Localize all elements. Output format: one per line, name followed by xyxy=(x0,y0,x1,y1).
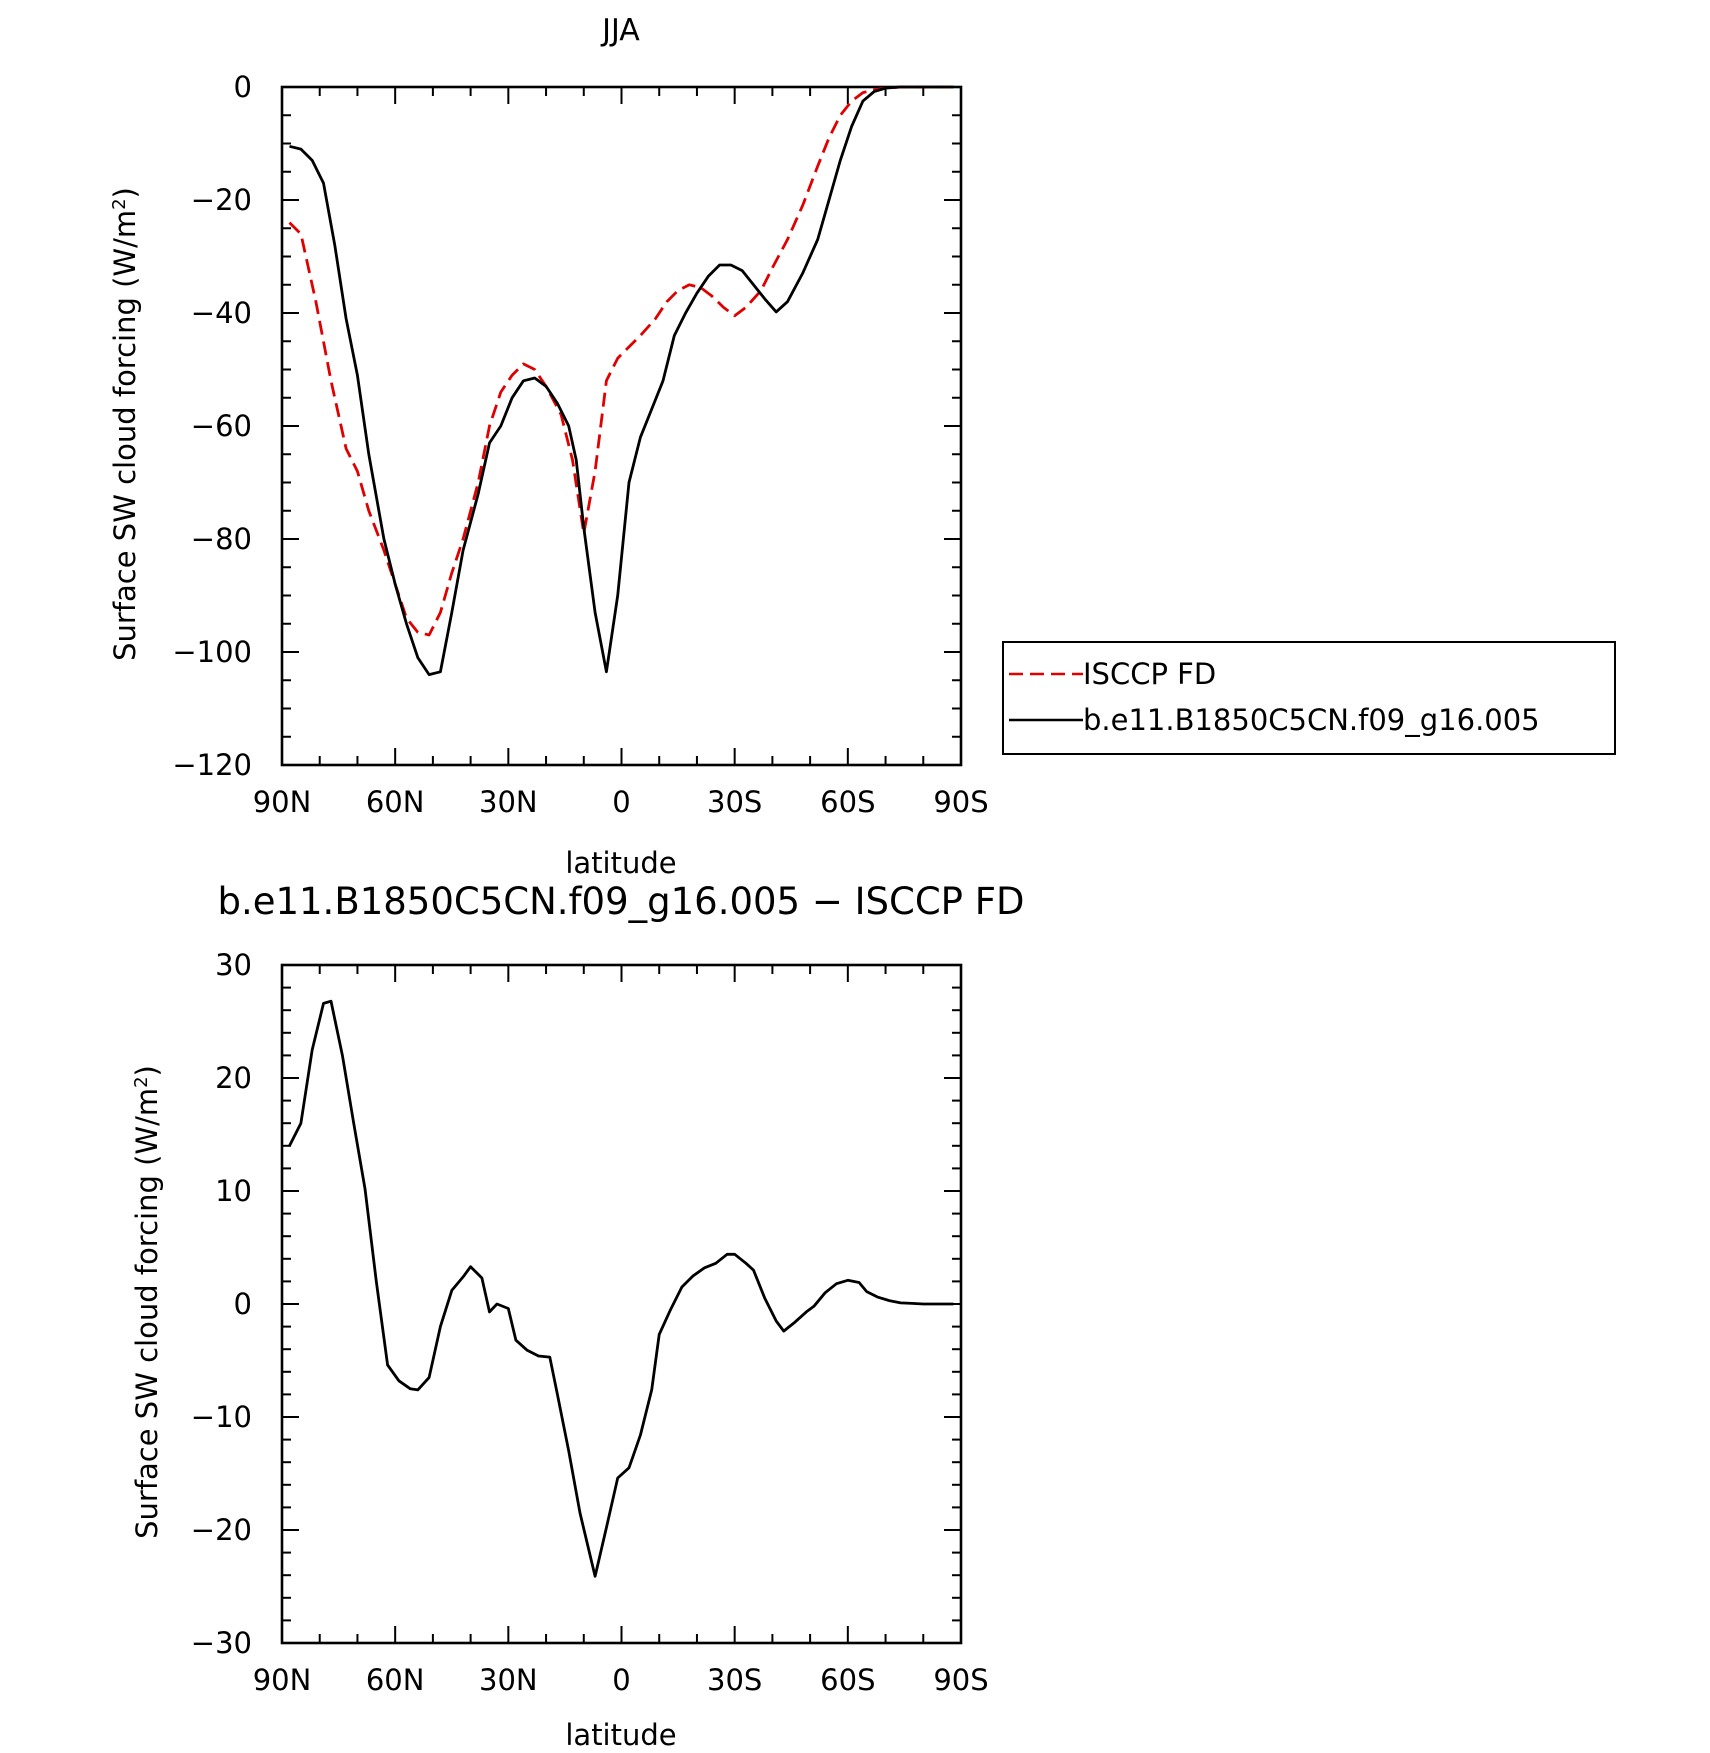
top-plot-area: 90N 60N 30N 0 30S 60S 90S 0 −20 −40 −60 −80 −100 −120 xyxy=(172,70,988,819)
top-x-tick-label: 30N xyxy=(479,785,538,819)
bottom-x-axis-label: latitude xyxy=(565,1718,676,1752)
top-y-tick-label: −40 xyxy=(191,296,252,330)
legend-box xyxy=(1002,641,1616,755)
top-y-axis-label: Surface SW cloud forcing (W/m2) xyxy=(108,187,142,661)
top-y-tick-label: −80 xyxy=(191,522,252,556)
top-x-tick-label: 90S xyxy=(933,785,988,819)
bottom-x-tick-label: 90S xyxy=(933,1663,988,1697)
top-y-tick-label: 0 xyxy=(234,70,252,104)
bottom-x-tick-label: 30S xyxy=(707,1663,762,1697)
bottom-y-tick-label: 10 xyxy=(215,1174,252,1208)
legend-label-model: b.e11.B1850C5CN.f09_g16.005 xyxy=(1083,703,1540,737)
top-x-tick-label: 90N xyxy=(253,785,312,819)
bottom-x-tick-label: 60N xyxy=(366,1663,425,1697)
top-panel: JJA 90N 60N 30N 0 30S 60S 90S 0 −20 −40 −60 −80 −100… xyxy=(108,13,989,880)
bottom-x-tick-label: 30N xyxy=(479,1663,538,1697)
bottom-y-tick-label: −30 xyxy=(191,1626,252,1660)
bottom-x-tick-label: 60S xyxy=(820,1663,875,1697)
top-y-tick-label: −20 xyxy=(191,183,252,217)
top-x-tick-label: 0 xyxy=(612,785,630,819)
bottom-y-tick-label: −10 xyxy=(191,1400,252,1434)
bottom-y-tick-label: 20 xyxy=(215,1061,252,1095)
top-y-tick-label: −120 xyxy=(172,748,252,782)
top-x-tick-label: 60N xyxy=(366,785,425,819)
bottom-plot-area: 90N 60N 30N 0 30S 60S 90S 30 20 10 0 −10 −20 −30 xyxy=(191,948,989,1697)
bottom-series-line-0 xyxy=(288,999,954,1578)
top-x-tick-label: 60S xyxy=(820,785,875,819)
bottom-x-tick-label: 0 xyxy=(612,1663,630,1697)
bottom-frame xyxy=(280,963,963,1645)
top-x-axis-label: latitude xyxy=(565,846,676,880)
top-x-tick-label: 30S xyxy=(707,785,762,819)
bottom-chart-title: b.e11.B1850C5CN.f09_g16.005 − ISCCP FD xyxy=(217,880,1024,923)
top-y-tick-label: −60 xyxy=(191,409,252,443)
top-frame xyxy=(280,85,963,767)
bottom-y-tick-label: 0 xyxy=(234,1287,252,1321)
bottom-y-axis-label: Surface SW cloud forcing (W/m2) xyxy=(130,1065,164,1539)
top-chart-title: JJA xyxy=(600,13,640,48)
bottom-panel: b.e11.B1850C5CN.f09_g16.005 − ISCCP FD 9… xyxy=(130,880,1025,1752)
top-y-tick-label: −100 xyxy=(172,635,252,669)
bottom-y-tick-label: 30 xyxy=(215,948,252,982)
bottom-x-tick-label: 90N xyxy=(253,1663,312,1697)
legend: ISCCP FD b.e11.B1850C5CN.f09_g16.005 xyxy=(1002,641,1616,755)
legend-label-isccp: ISCCP FD xyxy=(1083,657,1216,691)
top-series-line-1 xyxy=(289,85,954,676)
bottom-y-tick-label: −20 xyxy=(191,1513,252,1547)
